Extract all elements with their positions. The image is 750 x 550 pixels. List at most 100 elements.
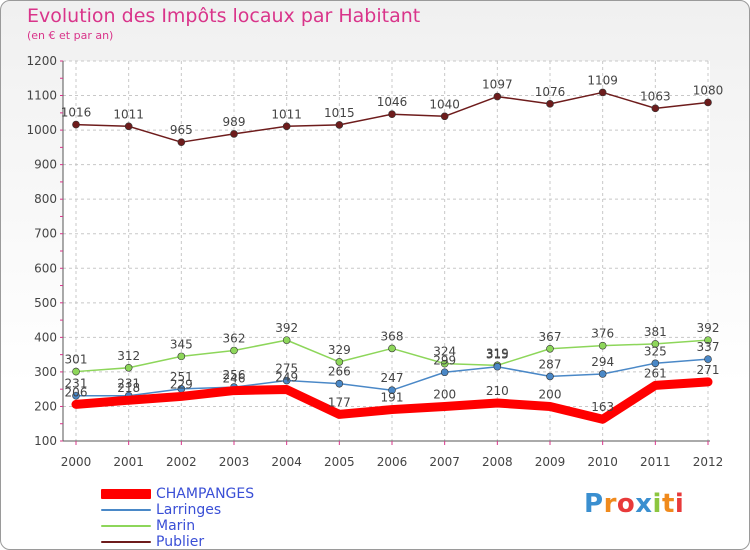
data-point-larringes	[651, 359, 660, 368]
data-point-publier	[230, 130, 238, 138]
data-label-larringes: 266	[328, 365, 351, 379]
data-point-marin	[388, 344, 396, 353]
data-label-larringes: 251	[170, 370, 193, 384]
data-label-publier: 1063	[640, 89, 671, 103]
legend-label-publier: Publier	[156, 534, 205, 550]
y-tick-label: 1100	[26, 89, 57, 103]
data-label-champanges: 210	[486, 384, 509, 398]
data-point-larringes	[72, 391, 80, 400]
data-label-marin: 345	[170, 337, 193, 351]
x-tick-label: 2012	[693, 455, 724, 469]
data-point-publier	[440, 112, 449, 121]
data-label-publier: 1046	[377, 95, 408, 109]
logo-letter: x	[635, 489, 653, 519]
data-label-marin: 392	[275, 321, 298, 335]
data-label-publier: 1015	[324, 106, 355, 120]
data-point-marin	[230, 346, 238, 355]
x-tick-label: 2006	[377, 455, 408, 469]
logo-letter: P	[584, 489, 604, 519]
data-point-publier	[546, 100, 554, 108]
y-tick-label: 600	[34, 261, 57, 275]
data-label-publier: 989	[223, 115, 246, 129]
data-point-publier	[72, 120, 80, 129]
data-point-marin	[651, 340, 660, 348]
legend-label-larringes: Larringes	[156, 502, 222, 518]
data-point-marin	[440, 359, 449, 368]
data-label-larringes: 256	[223, 368, 246, 382]
legend-swatch-marin	[101, 525, 151, 527]
data-label-larringes: 231	[65, 377, 88, 391]
y-tick-label: 700	[34, 227, 57, 241]
y-tick-label: 400	[34, 330, 57, 344]
data-label-publier: 965	[170, 123, 193, 137]
data-point-larringes	[388, 386, 396, 395]
data-label-marin: 301	[65, 353, 88, 367]
data-label-champanges: 246	[223, 372, 246, 386]
data-label-champanges: 206	[65, 385, 88, 399]
data-label-marin: 392	[697, 321, 720, 335]
legend-swatch-larringes	[101, 509, 151, 511]
legend-label-marin: Marin	[156, 518, 196, 534]
data-label-publier: 1011	[271, 107, 302, 121]
data-point-marin	[704, 336, 712, 344]
logo-letter: i	[674, 489, 685, 519]
data-point-publier	[388, 110, 396, 118]
data-label-marin: 312	[117, 349, 140, 363]
data-point-marin	[546, 344, 554, 353]
data-label-champanges: 163	[591, 400, 614, 414]
x-tick-label: 2002	[166, 455, 197, 469]
data-label-champanges: 271	[697, 363, 720, 377]
chart-subtitle: (en € et par an)	[27, 29, 114, 42]
data-point-publier	[598, 88, 607, 97]
logo-letter: r	[603, 489, 617, 519]
data-label-publier: 1109	[587, 73, 618, 87]
data-point-publier	[704, 98, 712, 107]
data-point-marin	[72, 367, 80, 376]
data-label-champanges: 200	[433, 387, 456, 401]
data-point-larringes	[282, 376, 291, 385]
y-tick-label: 200	[34, 399, 57, 413]
data-point-publier	[335, 121, 344, 129]
data-label-champanges: 191	[381, 391, 404, 405]
data-point-larringes	[546, 372, 554, 381]
data-label-larringes: 231	[117, 377, 140, 391]
data-label-larringes: 337	[697, 340, 720, 354]
data-point-marin	[124, 363, 133, 372]
data-label-champanges: 177	[328, 395, 351, 409]
data-label-marin: 367	[539, 330, 562, 344]
x-tick-label: 2010	[587, 455, 618, 469]
data-point-marin	[335, 358, 344, 366]
chart-plot-area: 100 200 300 400 500 600 700 800 900 1000 1100 1200 2…	[26, 54, 724, 469]
x-tick-label: 2008	[482, 455, 513, 469]
y-tick-label: 500	[34, 296, 57, 310]
x-tick-label: 2001	[113, 455, 144, 469]
data-point-publier	[651, 104, 660, 113]
logo-letter: i	[652, 489, 662, 519]
series-line-champanges	[71, 377, 713, 424]
data-label-publier: 1011	[113, 107, 144, 121]
x-tick-label: 2009	[535, 455, 566, 469]
data-label-champanges: 229	[170, 377, 193, 391]
data-label-larringes: 325	[644, 344, 667, 358]
x-tick-label: 2005	[324, 455, 355, 469]
data-label-champanges: 249	[275, 371, 298, 385]
data-label-marin: 362	[223, 331, 246, 345]
data-label-marin: 324	[433, 345, 456, 359]
data-point-marin	[177, 352, 186, 361]
data-label-marin: 381	[644, 325, 667, 339]
data-label-larringes: 287	[539, 357, 562, 371]
data-label-champanges: 261	[644, 366, 667, 380]
x-tick-label: 2007	[429, 455, 460, 469]
data-point-larringes	[493, 362, 502, 371]
data-point-publier	[177, 138, 186, 146]
y-tick-label: 300	[34, 365, 57, 379]
data-label-marin: 368	[381, 329, 404, 343]
data-point-publier	[124, 122, 133, 131]
data-label-marin: 319	[486, 346, 509, 360]
x-tick-label: 2003	[219, 455, 250, 469]
x-tick-label: 2011	[640, 455, 671, 469]
x-tick-label: 2004	[271, 455, 302, 469]
data-point-marin	[282, 336, 291, 344]
proxiti-logo: Proxiti	[584, 489, 684, 519]
